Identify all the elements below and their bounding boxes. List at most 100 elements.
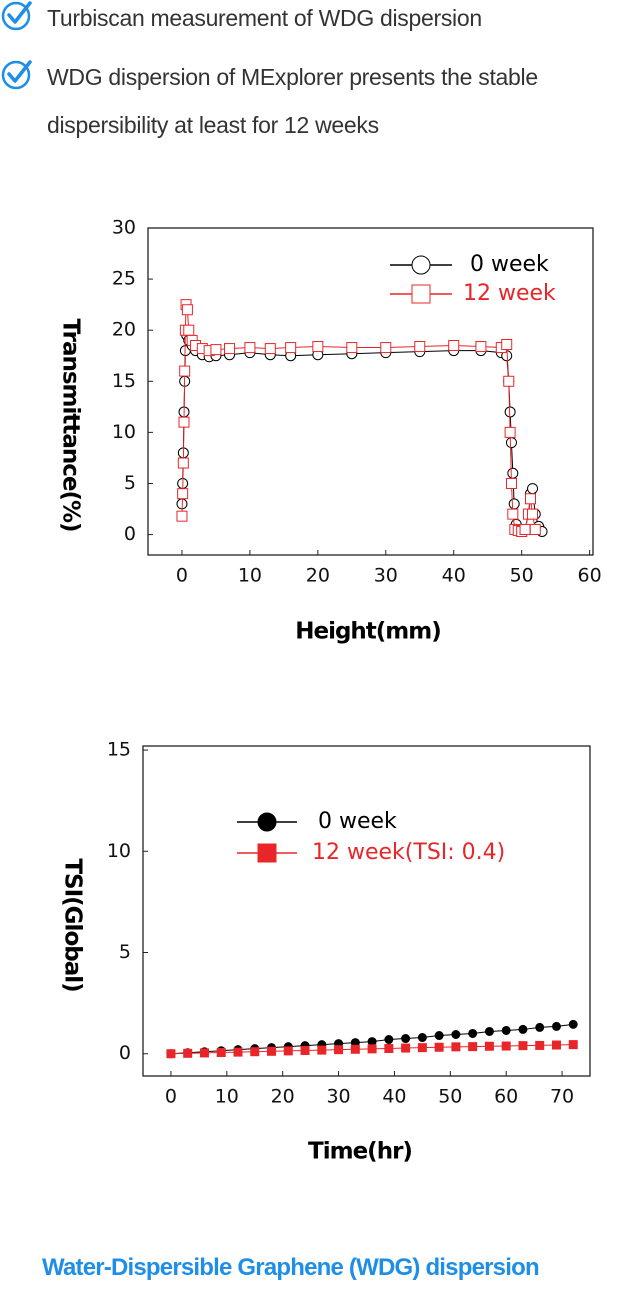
marker: [210, 344, 222, 356]
y-axis-label: TSI(Global): [60, 858, 86, 991]
marker: [177, 488, 189, 500]
y-tick-label: 5: [119, 941, 131, 963]
marker: [507, 508, 519, 520]
marker: [176, 510, 188, 522]
x-tick-label: 10: [215, 1086, 239, 1108]
marker: [380, 342, 392, 354]
marker: [434, 1031, 444, 1041]
marker: [317, 1045, 327, 1055]
marker: [178, 416, 190, 428]
legend-marker: [411, 255, 431, 275]
legend-marker: [411, 284, 431, 304]
marker: [183, 324, 195, 336]
marker: [300, 1045, 310, 1055]
marker: [484, 1026, 494, 1036]
x-tick-label: 60: [494, 1086, 518, 1108]
marker: [475, 341, 487, 353]
marker: [503, 375, 515, 387]
x-tick-label: 20: [271, 1086, 295, 1108]
marker: [417, 1043, 427, 1053]
marker: [451, 1042, 461, 1052]
marker: [350, 1044, 360, 1054]
check-icon: [1, 60, 32, 90]
marker: [507, 467, 519, 479]
marker: [267, 1046, 277, 1056]
marker: [501, 338, 513, 350]
marker: [244, 342, 256, 354]
x-tick-label: 0: [176, 565, 188, 587]
marker: [519, 523, 531, 535]
y-tick-label: 5: [124, 472, 136, 494]
legend-label: 0 week: [470, 252, 549, 277]
plot-frame: [142, 745, 591, 1077]
marker: [501, 1041, 511, 1051]
marker: [312, 341, 324, 353]
marker: [551, 1040, 561, 1050]
y-tick-label: 15: [112, 370, 136, 392]
marker: [529, 523, 541, 535]
y-tick-label: 10: [107, 840, 131, 862]
y-tick-label: 20: [112, 319, 136, 341]
marker: [535, 1040, 545, 1050]
x-tick-label: 0: [165, 1086, 177, 1108]
marker: [505, 477, 517, 489]
marker: [527, 483, 539, 495]
x-tick-label: 50: [510, 565, 534, 587]
x-axis-label: Height(mm): [295, 619, 441, 645]
y-tick-label: 25: [112, 268, 136, 290]
marker: [264, 343, 276, 355]
marker: [518, 1024, 528, 1034]
marker: [401, 1043, 411, 1053]
y-tick-label: 15: [107, 739, 131, 761]
marker: [568, 1040, 578, 1050]
caption: Water-Dispersible Graphene (WDG) dispers…: [42, 1254, 540, 1281]
marker: [250, 1047, 260, 1057]
marker: [283, 1046, 293, 1056]
y-tick-label: 0: [124, 523, 136, 545]
marker: [367, 1044, 377, 1054]
x-tick-label: 50: [438, 1086, 462, 1108]
x-tick-label: 10: [238, 565, 262, 587]
marker: [199, 1048, 209, 1058]
marker: [518, 1041, 528, 1051]
marker: [233, 1047, 243, 1057]
y-tick-label: 0: [119, 1042, 131, 1064]
marker: [505, 437, 517, 449]
series-line: [181, 304, 536, 533]
marker: [508, 498, 520, 510]
marker: [334, 1045, 344, 1055]
marker: [448, 340, 460, 352]
legend-label: 12 week: [463, 281, 556, 306]
x-tick-label: 40: [382, 1086, 406, 1108]
marker: [414, 341, 426, 353]
y-tick-label: 30: [112, 217, 136, 239]
marker: [551, 1021, 561, 1031]
marker: [384, 1043, 394, 1053]
x-tick-label: 70: [550, 1086, 574, 1108]
marker: [177, 457, 189, 469]
marker: [434, 1042, 444, 1052]
bullet-text: WDG dispersion of MExplorer presents the…: [47, 64, 538, 138]
legend-marker: [257, 843, 277, 863]
x-tick-label: 60: [578, 565, 602, 587]
marker: [183, 1048, 193, 1058]
plot-frame: [147, 227, 594, 556]
x-tick-label: 30: [374, 565, 398, 587]
y-axis-label: Transmittance(%): [58, 318, 84, 531]
marker: [384, 1035, 394, 1045]
marker: [346, 342, 358, 354]
legend-label: 0 week: [318, 809, 397, 834]
marker: [224, 343, 236, 355]
marker: [504, 426, 516, 438]
marker: [568, 1019, 578, 1029]
y-tick-label: 10: [112, 421, 136, 443]
x-axis-label: Time(hr): [308, 1139, 412, 1165]
marker: [535, 1022, 545, 1032]
x-tick-label: 40: [442, 565, 466, 587]
marker: [181, 304, 193, 316]
marker: [216, 1048, 226, 1058]
marker: [401, 1034, 411, 1044]
marker: [417, 1033, 427, 1043]
